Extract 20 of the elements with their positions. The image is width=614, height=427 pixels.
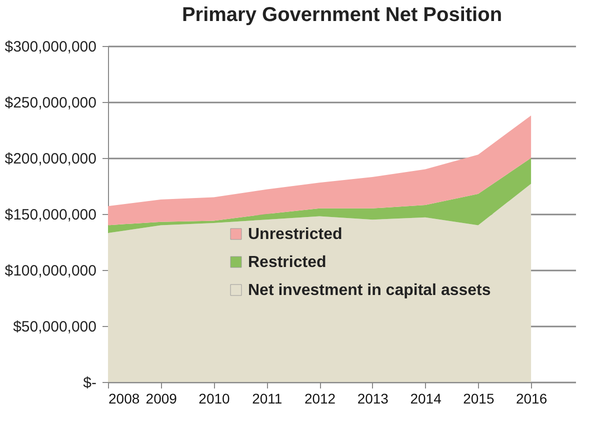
- x-tick-label: 2012: [304, 390, 336, 406]
- y-tick-label: $100,000,000: [4, 262, 96, 280]
- y-tick-label: $250,000,000: [4, 94, 96, 112]
- legend-label: Restricted: [248, 254, 326, 271]
- x-tick-label: 2016: [516, 390, 548, 406]
- x-tick-label: 2014: [410, 390, 442, 406]
- legend-label: Net investment in capital assets: [248, 282, 491, 299]
- x-tick-label: 2015: [463, 390, 494, 406]
- chart-title: Primary Government Net Position: [182, 4, 502, 26]
- y-tick-label: $-: [83, 374, 96, 392]
- x-tick-label: 2010: [198, 390, 230, 406]
- x-tick-label: 2013: [357, 390, 389, 406]
- x-tick-label: 2008: [108, 390, 140, 406]
- y-tick-label: $50,000,000: [13, 318, 96, 336]
- x-tick-label: 2009: [146, 390, 178, 406]
- x-tick-label: 2011: [252, 390, 282, 406]
- y-tick-label: $200,000,000: [4, 150, 96, 168]
- y-tick-label: $300,000,000: [4, 38, 96, 56]
- legend-label: Unrestricted: [248, 226, 342, 243]
- y-tick-label: $150,000,000: [4, 206, 96, 224]
